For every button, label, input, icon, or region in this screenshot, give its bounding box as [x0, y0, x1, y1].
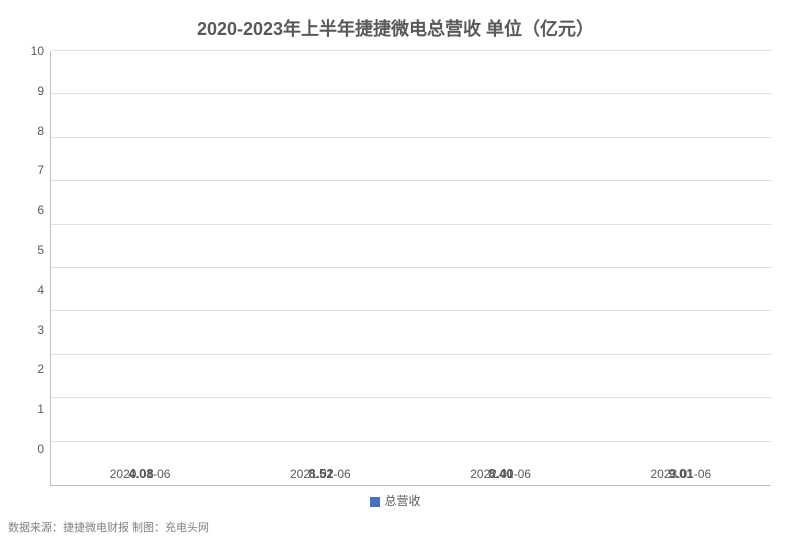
x-tick-label: 2020.01-06 [50, 467, 230, 481]
grid-line [51, 267, 771, 268]
plot-area: 109876543210 4.088.528.409.01 2020.01-06… [20, 51, 771, 486]
x-tick-label: 2022.01-06 [411, 467, 591, 481]
grid-line [51, 180, 771, 181]
y-tick: 7 [20, 164, 50, 176]
y-tick: 8 [20, 125, 50, 137]
grid-line [51, 441, 771, 442]
bars-row: 4.088.528.409.01 [51, 51, 771, 485]
grid-line [51, 354, 771, 355]
legend: 总营收 [20, 492, 771, 509]
bars-region: 4.088.528.409.01 [50, 51, 771, 486]
grid-line [51, 397, 771, 398]
x-axis-labels: 2020.01-062021.01-062022.01-062023.01-06 [50, 461, 771, 486]
grid-line [51, 50, 771, 51]
grid-line [51, 310, 771, 311]
grid-line [51, 93, 771, 94]
y-axis: 109876543210 [20, 51, 50, 486]
x-tick-label: 2023.01-06 [591, 467, 771, 481]
legend-swatch [370, 497, 380, 507]
y-tick: 6 [20, 204, 50, 216]
footer-note: 数据来源：捷捷微电财报 制图：充电头网 [8, 519, 209, 535]
x-tick-label: 2021.01-06 [230, 467, 410, 481]
y-tick: 2 [20, 363, 50, 375]
chart-container: 2020-2023年上半年捷捷微电总营收 单位（亿元） 109876543210… [0, 0, 791, 539]
y-tick: 3 [20, 324, 50, 336]
y-tick: 0 [20, 443, 50, 455]
y-tick: 5 [20, 244, 50, 256]
y-tick: 4 [20, 284, 50, 296]
y-tick: 9 [20, 85, 50, 97]
legend-label: 总营收 [384, 494, 420, 508]
grid-line [51, 137, 771, 138]
grid-line [51, 224, 771, 225]
chart-title: 2020-2023年上半年捷捷微电总营收 单位（亿元） [20, 15, 771, 41]
y-tick: 10 [20, 45, 50, 57]
y-tick: 1 [20, 403, 50, 415]
